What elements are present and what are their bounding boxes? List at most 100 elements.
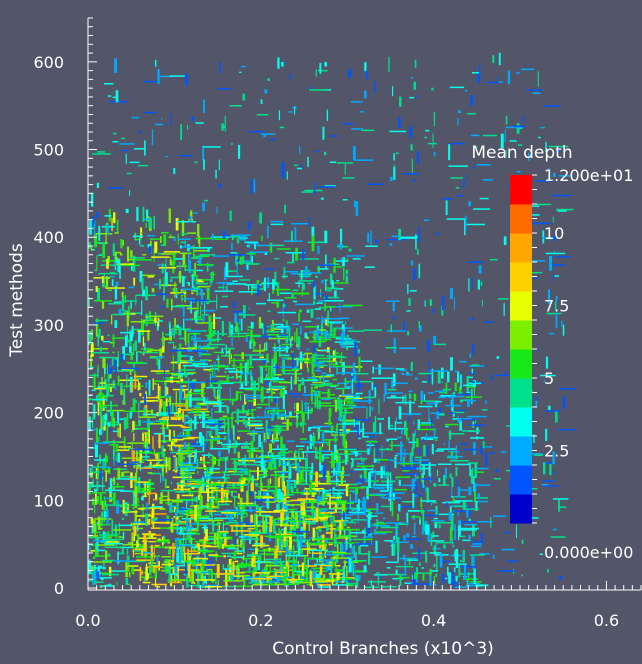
heatmap-cell: [317, 363, 320, 370]
heatmap-cell: [443, 442, 445, 445]
heatmap-cell: [140, 245, 145, 247]
heatmap-cell: [356, 396, 360, 398]
heatmap-cell: [417, 419, 421, 430]
heatmap-cell: [226, 376, 235, 379]
heatmap-cell: [431, 444, 434, 455]
heatmap-cell: [275, 533, 293, 536]
x-tick-label: 0.4: [421, 611, 446, 630]
heatmap-cell: [456, 195, 464, 197]
heatmap-cell: [420, 497, 423, 508]
heatmap-cell: [277, 471, 291, 474]
heatmap-cell: [391, 440, 393, 451]
heatmap-cell: [114, 251, 117, 262]
heatmap-cell: [196, 550, 215, 552]
heatmap-cell: [541, 484, 549, 486]
heatmap-cell: [196, 459, 199, 469]
heatmap-cell: [126, 327, 128, 341]
heatmap-cell: [382, 517, 386, 520]
heatmap-cell: [238, 314, 256, 316]
heatmap-cell: [236, 572, 245, 574]
heatmap-cell: [180, 474, 192, 477]
heatmap-cell: [296, 473, 299, 485]
heatmap-cell: [428, 403, 430, 419]
heatmap-cell: [397, 546, 399, 562]
heatmap-cell: [268, 336, 271, 339]
heatmap-cell: [99, 454, 102, 464]
heatmap-cell: [137, 497, 139, 504]
heatmap-cell: [104, 413, 108, 421]
heatmap-cell: [329, 161, 337, 163]
heatmap-cell: [471, 381, 475, 383]
heatmap-cell: [339, 407, 354, 409]
heatmap-cell: [479, 553, 490, 555]
heatmap-cell: [450, 450, 454, 459]
heatmap-cell: [294, 332, 296, 343]
heatmap-cell: [153, 547, 155, 560]
heatmap-cell: [357, 379, 361, 392]
heatmap-cell: [235, 550, 245, 552]
heatmap-cell: [563, 396, 566, 409]
heatmap-cell: [210, 555, 213, 569]
heatmap-cell: [96, 480, 99, 491]
heatmap-cell: [138, 464, 141, 468]
heatmap-cell: [131, 491, 148, 493]
heatmap-cell: [202, 396, 206, 403]
heatmap-cell: [134, 374, 137, 390]
heatmap-cell: [184, 415, 186, 425]
heatmap-cell: [96, 571, 100, 579]
heatmap-cell: [181, 220, 185, 236]
heatmap-cell: [248, 130, 265, 133]
heatmap-cell: [177, 449, 181, 452]
heatmap-cell: [239, 256, 243, 265]
heatmap-cell: [208, 563, 210, 579]
heatmap-cell: [410, 544, 413, 549]
heatmap-cell: [318, 496, 321, 505]
heatmap-cell: [473, 568, 476, 584]
heatmap-cell: [123, 389, 125, 405]
heatmap-cell: [346, 540, 348, 551]
heatmap-cell: [248, 582, 264, 584]
heatmap-cell: [351, 378, 354, 394]
heatmap-cell: [410, 583, 431, 585]
heatmap-cell: [559, 575, 562, 580]
heatmap-cell: [453, 582, 457, 587]
heatmap-cell: [255, 567, 258, 573]
heatmap-cell: [97, 367, 99, 378]
heatmap-cell: [282, 495, 287, 498]
heatmap-cell: [327, 503, 331, 505]
heatmap-cell: [157, 383, 159, 399]
heatmap-cell: [213, 532, 217, 545]
heatmap-cell: [298, 499, 301, 506]
heatmap-cell: [181, 479, 183, 486]
heatmap-cell: [208, 328, 211, 340]
heatmap-cell: [207, 507, 210, 510]
heatmap-cell: [228, 512, 247, 515]
heatmap-cell: [232, 280, 238, 282]
heatmap-cell: [450, 288, 453, 299]
heatmap-cell: [250, 514, 254, 523]
heatmap-cell: [243, 477, 246, 484]
heatmap-cell: [221, 443, 240, 446]
heatmap-cell: [372, 422, 376, 433]
heatmap-cell: [187, 548, 189, 562]
heatmap-cell: [371, 540, 372, 545]
heatmap-cell: [107, 530, 110, 543]
heatmap-cell: [452, 498, 455, 503]
heatmap-cell: [374, 523, 386, 525]
heatmap-cell: [102, 340, 110, 343]
heatmap-cell: [339, 405, 342, 419]
heatmap-cell: [528, 152, 530, 161]
heatmap-cell: [275, 487, 278, 498]
heatmap-cell: [267, 310, 271, 312]
heatmap-cell: [175, 326, 177, 335]
heatmap-cell: [256, 280, 260, 286]
heatmap-cell: [451, 538, 454, 545]
heatmap-cell: [180, 124, 182, 141]
heatmap-cell: [430, 472, 432, 483]
heatmap-cell: [286, 520, 305, 522]
heatmap-cell: [191, 420, 196, 422]
heatmap-cell: [341, 517, 351, 519]
heatmap-cell: [337, 396, 339, 410]
heatmap-cell: [117, 351, 119, 365]
heatmap-cell: [186, 360, 205, 363]
